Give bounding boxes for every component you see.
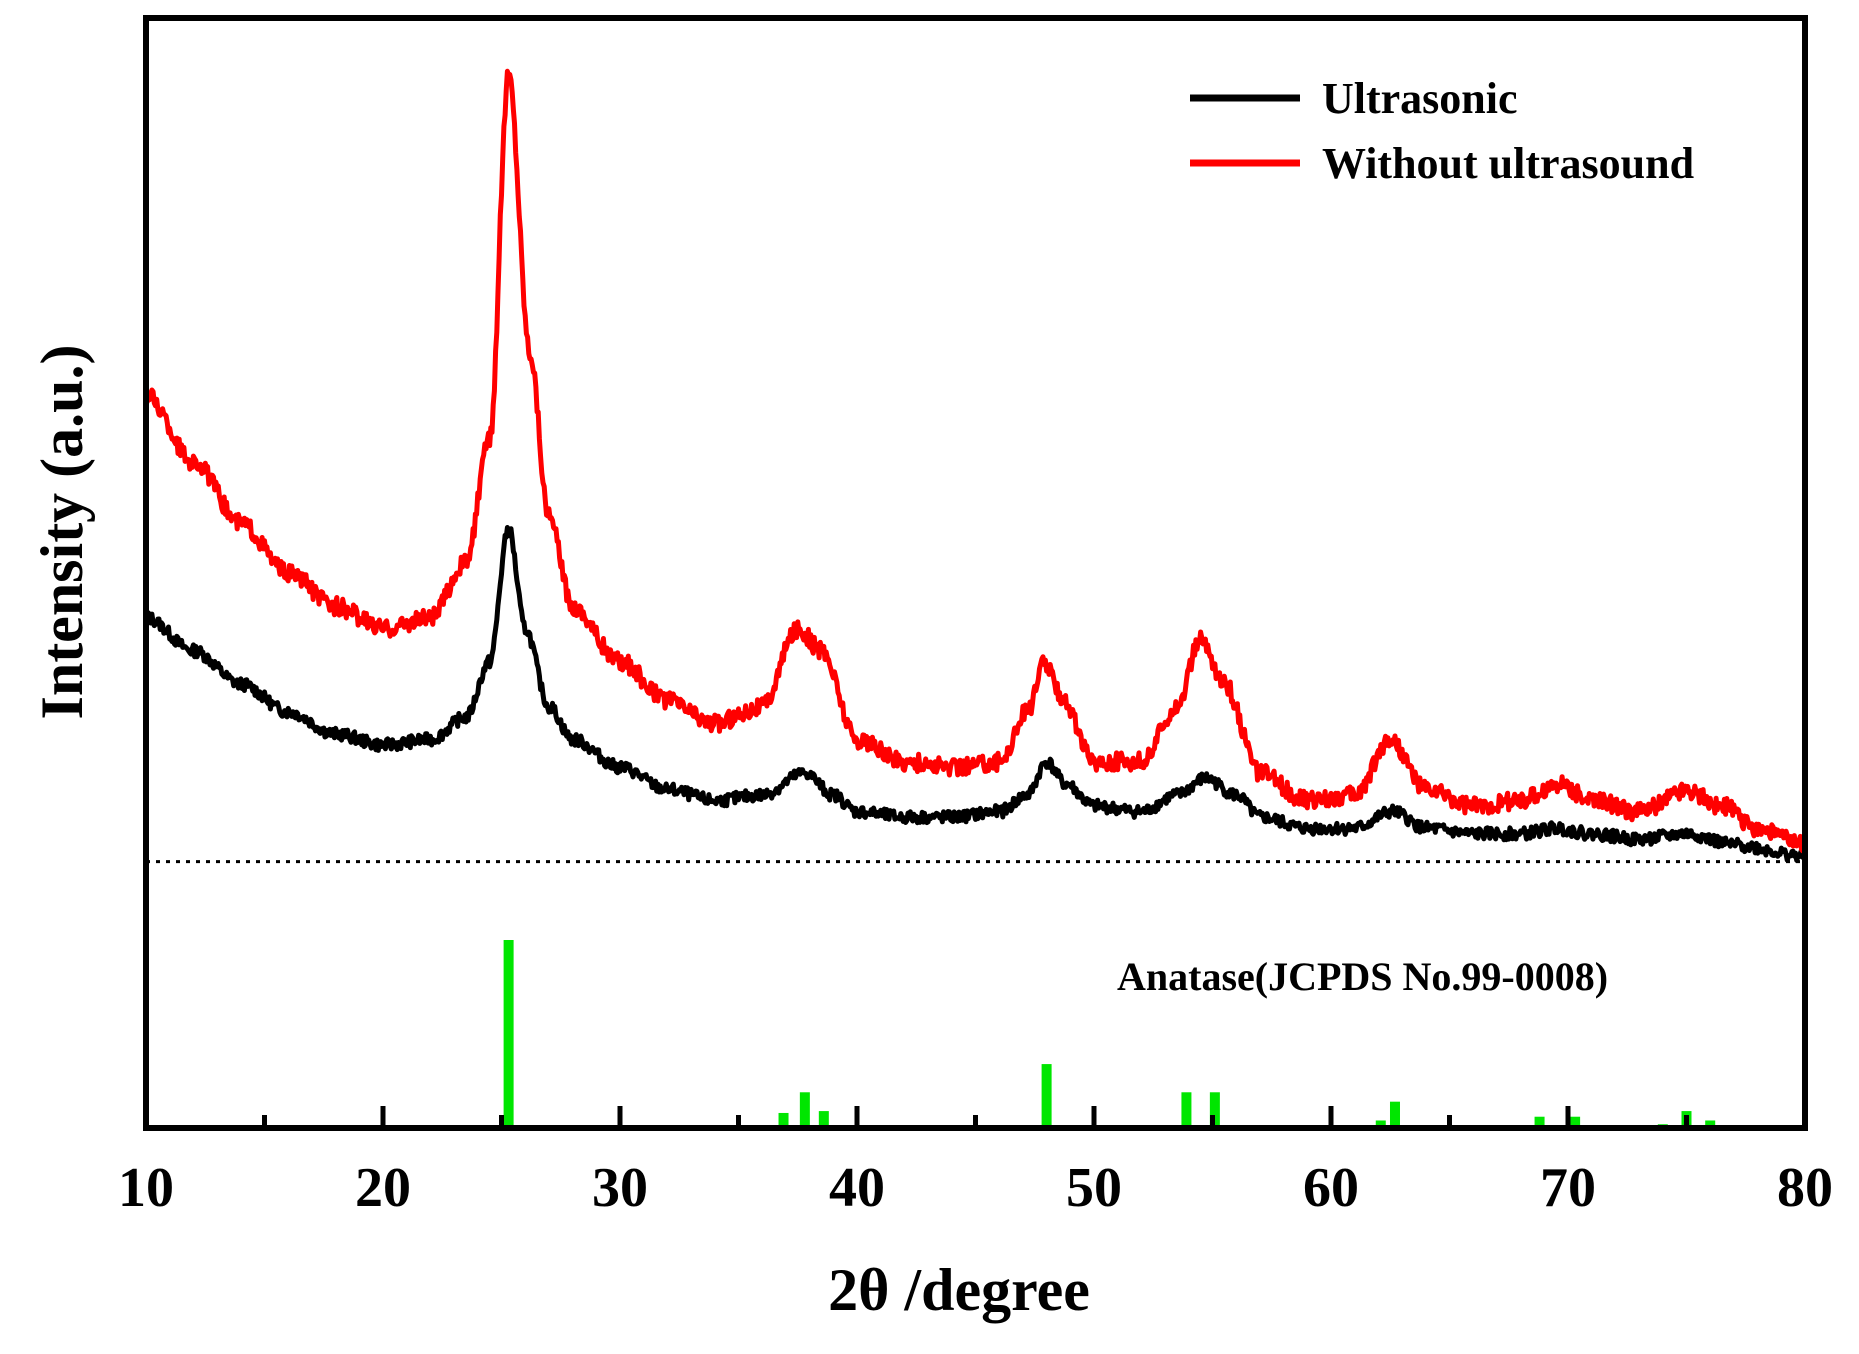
plot-border [143, 15, 1808, 1131]
reference-peaks [503, 940, 1716, 1128]
y-axis-title: Intensity (a.u.) [29, 344, 95, 719]
reference-peak-55.1 [1209, 1092, 1220, 1128]
legend-label-ultrasonic: Ultrasonic [1322, 74, 1518, 123]
reference-label: Anatase(JCPDS No.99-0008) [1117, 954, 1608, 999]
reference-peak-76 [1705, 1120, 1716, 1128]
x-tick-label-20: 20 [355, 1157, 411, 1219]
series-line-without-ultrasound [143, 68, 1808, 854]
x-tick-label-30: 30 [592, 1157, 648, 1219]
reference-peak-62.1 [1375, 1120, 1386, 1128]
reference-peak-53.9 [1181, 1092, 1192, 1128]
reference-peak-38.6 [818, 1111, 829, 1128]
x-tick-label-40: 40 [829, 1157, 885, 1219]
reference-peak-68.8 [1534, 1116, 1545, 1128]
reference-peak-62.7 [1389, 1101, 1400, 1128]
reference-peak-37.8 [799, 1092, 810, 1128]
legend-label-without-ultrasound: Without ultrasound [1322, 139, 1694, 188]
x-tick-label-80: 80 [1777, 1157, 1833, 1219]
x-tick-label-10: 10 [118, 1157, 174, 1219]
reference-peak-70.3 [1570, 1116, 1581, 1128]
reference-peak-48 [1041, 1064, 1052, 1128]
x-tick-label-60: 60 [1303, 1157, 1359, 1219]
x-ticks: 10 20 30 40 50 60 70 80 [118, 1106, 1833, 1219]
plot-background [146, 18, 1805, 1128]
legend: Ultrasonic Without ultrasound [1190, 74, 1694, 188]
reference-peak-25.3 [503, 940, 514, 1128]
plot-area [146, 18, 1805, 1128]
x-tick-label-50: 50 [1066, 1157, 1122, 1219]
x-axis-title: 2θ /degree [828, 1257, 1090, 1323]
data-series [143, 68, 1808, 863]
series-line-ultrasonic [143, 525, 1808, 863]
plot-frame [143, 15, 1808, 1131]
reference-peak-36.9 [778, 1112, 789, 1128]
x-tick-label-70: 70 [1540, 1157, 1596, 1219]
